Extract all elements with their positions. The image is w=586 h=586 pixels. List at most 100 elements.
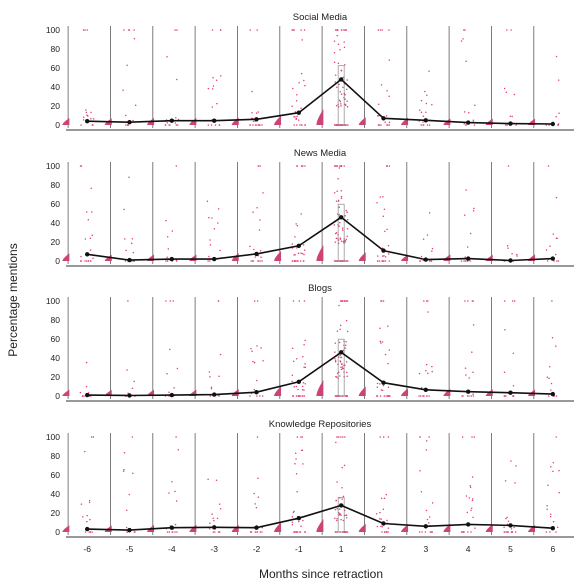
data-point <box>336 481 338 483</box>
data-point <box>293 531 295 533</box>
data-point <box>388 124 391 126</box>
data-point <box>343 41 345 43</box>
mean-point <box>85 526 90 532</box>
data-point <box>344 260 346 262</box>
mean-point <box>550 391 555 397</box>
data-point <box>213 519 215 522</box>
data-point <box>431 250 433 252</box>
mean-point <box>381 521 386 526</box>
data-point <box>385 115 388 117</box>
data-point <box>384 256 387 258</box>
data-point <box>385 531 388 533</box>
data-point <box>546 376 549 378</box>
density-shape <box>401 524 409 532</box>
data-point <box>342 436 344 438</box>
mean-point <box>296 516 301 521</box>
data-point <box>558 491 560 494</box>
data-point <box>430 260 432 262</box>
data-point <box>426 518 429 521</box>
data-point <box>467 300 469 302</box>
data-point <box>256 436 259 438</box>
data-point <box>302 519 304 522</box>
data-point <box>514 482 516 484</box>
data-point <box>376 382 379 385</box>
data-point <box>386 228 388 231</box>
data-point <box>388 260 391 262</box>
data-point <box>471 499 474 502</box>
data-point <box>291 260 294 262</box>
data-point <box>340 197 343 199</box>
data-point <box>79 165 82 167</box>
data-point <box>88 501 91 504</box>
data-point <box>379 29 382 31</box>
data-point <box>420 255 423 258</box>
data-point <box>337 29 339 31</box>
data-point <box>211 106 214 108</box>
data-point <box>425 363 428 366</box>
data-point <box>464 256 466 258</box>
data-point <box>334 260 337 262</box>
x-tick-label: -4 <box>168 544 176 554</box>
data-point <box>84 238 87 240</box>
data-point <box>333 191 336 194</box>
data-point <box>294 531 297 533</box>
data-point <box>389 395 391 397</box>
data-point <box>506 516 508 519</box>
data-point <box>85 260 88 262</box>
data-point <box>516 255 518 257</box>
data-point <box>469 260 471 262</box>
data-point <box>300 124 303 126</box>
data-point <box>87 218 90 221</box>
data-point <box>428 212 431 214</box>
data-point <box>174 523 177 526</box>
data-point <box>295 473 298 475</box>
mean-point <box>550 526 555 531</box>
mean-point <box>212 392 217 397</box>
data-point <box>302 260 305 262</box>
density-shape <box>358 252 366 261</box>
data-point <box>255 531 257 533</box>
density-shape <box>316 519 324 532</box>
mean-point <box>212 256 217 262</box>
data-point <box>123 208 125 211</box>
data-point <box>428 522 430 524</box>
data-point <box>339 513 342 515</box>
data-point <box>335 531 338 533</box>
data-point <box>258 124 261 126</box>
data-point <box>304 531 306 533</box>
y-tick-label: 60 <box>51 470 61 480</box>
data-point <box>334 360 337 363</box>
data-point <box>513 300 516 302</box>
y-tick-label: 80 <box>51 44 61 54</box>
data-point <box>256 379 258 382</box>
data-point <box>294 462 296 465</box>
data-point <box>345 209 347 212</box>
data-point <box>507 531 510 533</box>
data-point <box>300 525 302 528</box>
data-point <box>292 87 294 90</box>
data-point <box>334 232 337 235</box>
data-point <box>386 165 389 167</box>
data-point <box>215 479 218 482</box>
data-point <box>296 247 298 249</box>
data-point <box>340 165 342 167</box>
data-point <box>555 196 558 199</box>
data-point <box>474 527 476 529</box>
data-point <box>427 311 429 313</box>
data-point <box>422 238 425 240</box>
data-point <box>555 345 557 347</box>
mean-line <box>87 78 553 125</box>
data-point <box>92 118 95 120</box>
data-point <box>418 372 421 375</box>
data-point <box>299 260 302 262</box>
data-point <box>422 124 424 126</box>
data-point <box>333 124 336 126</box>
y-axis-label: Percentage mentions <box>6 243 20 356</box>
data-point <box>426 94 428 96</box>
data-point <box>468 395 470 397</box>
data-point <box>207 87 210 90</box>
data-point <box>336 124 339 126</box>
data-point <box>346 375 348 378</box>
data-point <box>337 178 339 180</box>
data-point <box>341 229 344 231</box>
